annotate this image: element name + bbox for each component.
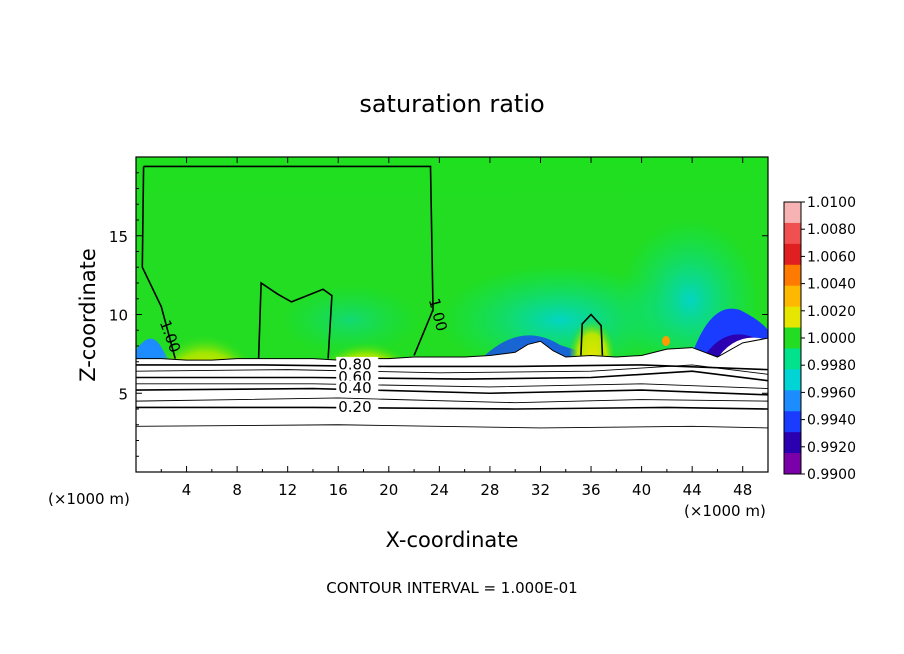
colorbar-label: 1.0060 [807,249,856,265]
contour-line [580,313,604,356]
contour-line [136,406,768,410]
field-blob-spot [662,336,670,346]
contour-label: 0.20 [338,398,371,416]
colorbar-swatch [784,390,801,412]
x-tick-label: 16 [329,481,348,499]
colorbar-swatch [784,453,801,475]
contour-line [143,165,434,356]
x-axis-ticks: 4 8 12 16 20 24 28 32 36 40 44 48 [160,157,752,499]
contour-line [141,166,176,359]
colorbar-label: 0.9960 [807,385,856,401]
contour-label: 0.40 [338,379,371,397]
contour-lines [136,165,768,429]
x-tick-label: 8 [232,481,242,499]
x-tick-label: 28 [480,481,499,499]
colorbar-label: 1.0100 [807,195,856,211]
colorbar-swatch [784,243,801,266]
colorbar-label: 1.0080 [807,222,856,238]
contour-label-background [336,356,379,373]
colorbar-swatch [784,348,801,370]
chart-title: saturation ratio [359,90,544,118]
x-axis-label: X-coordinate [386,528,519,552]
colorbar-swatch [784,411,801,433]
contour-line [136,364,768,375]
x-axis-unit-right: (×1000 m) [684,502,766,520]
x-tick-label: 12 [278,481,297,499]
surface-band [136,337,768,472]
x-tick-label: 4 [182,481,192,499]
contour-line [257,281,333,359]
x-tick-label: 48 [733,481,752,499]
colorbar-label: 0.9920 [807,440,856,456]
contour-line [136,387,768,396]
contour-line [136,424,768,429]
x-tick-label: 40 [632,481,651,499]
contour-interval-note: CONTOUR INTERVAL = 1.000E-01 [326,579,577,597]
colorbar-swatch [784,432,801,454]
colorbar-swatch [784,264,801,287]
contour-labels: 1.001.000.800.600.400.20 [156,296,451,416]
heatmap-field: 1.001.000.800.600.400.20 [136,157,768,472]
contour-line [136,397,768,404]
colorbar-swatch [784,327,801,349]
contour-line [136,364,768,371]
y-axis-label: Z-coordinate [76,248,100,382]
y-tick-label: 15 [109,228,128,246]
y-tick-label: 5 [118,385,128,403]
colorbar-label: 1.0040 [807,277,856,293]
x-tick-label: 32 [531,481,550,499]
x-tick-label: 36 [581,481,600,499]
colorbar-swatch [784,202,801,224]
y-axis-ticks: 5 10 15 [109,172,768,457]
colorbar-label: 0.9980 [807,358,856,374]
x-tick-label: 20 [379,481,398,499]
x-tick-label: 44 [683,481,702,499]
x-tick-label: 24 [430,481,449,499]
contour-line [136,383,768,389]
colorbar-swatch [784,306,801,329]
contour-label: 0.80 [338,355,371,373]
colorbar-label: 1.0000 [807,331,856,347]
y-tick-label: 10 [109,307,128,325]
contour-line [136,370,768,382]
colorbar: 1.0100 1.0080 1.0060 1.0040 1.0020 1.0000 0.99… [783,195,856,483]
colorbar-swatch [784,285,801,308]
colorbar-label: 0.9940 [807,413,856,429]
colorbar-label: 1.0020 [807,304,856,320]
contour-label-background [336,399,379,416]
colorbar-swatch [784,222,801,245]
colorbar-swatch [784,369,801,391]
x-axis-unit-left: (×1000 m) [48,490,130,508]
colorbar-label: 0.9900 [807,467,856,483]
contour-label-background [336,380,379,397]
